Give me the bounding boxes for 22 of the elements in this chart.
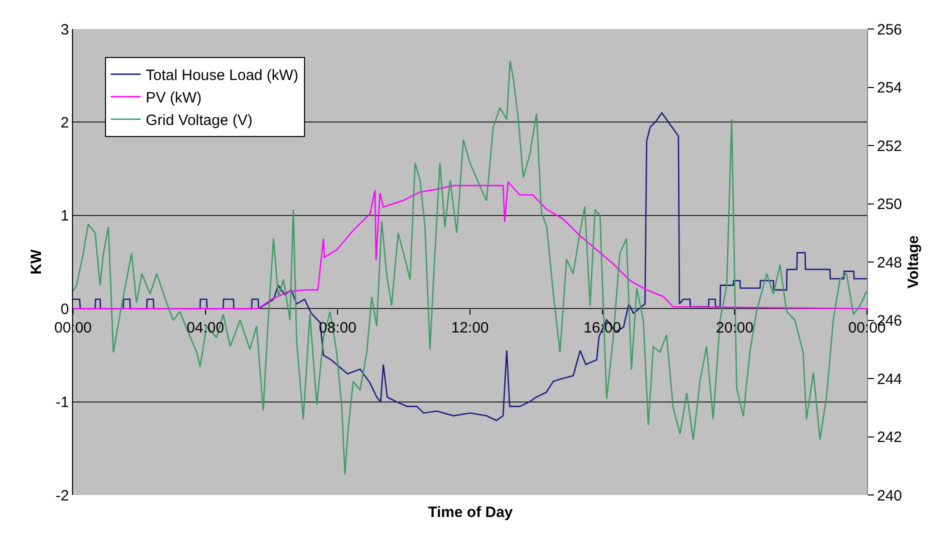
y-tick-label: 1 <box>60 208 69 225</box>
y2-tick-label: 250 <box>877 196 902 213</box>
y-tick-label: 0 <box>60 300 69 318</box>
y2-tick-label: 244 <box>877 370 902 388</box>
y2-tick-label: 242 <box>877 429 902 446</box>
legend-label: Total House Load (kW) <box>146 67 298 84</box>
y-tick-label: -2 <box>56 487 69 504</box>
y-tick-label: 2 <box>60 114 69 132</box>
x-axis-title: Time of Day <box>428 504 514 521</box>
y2-tick-label: 248 <box>877 254 902 272</box>
y-axis-title: KW <box>28 248 45 274</box>
y-tick-label: -1 <box>56 394 69 412</box>
line-series <box>73 181 867 310</box>
legend-label: PV (kW) <box>146 90 202 107</box>
y2-tick-label: 252 <box>877 138 902 155</box>
y2-tick-label: 256 <box>877 21 902 38</box>
y2-tick-label: 254 <box>877 80 902 96</box>
legend-label: Grid Voltage (V) <box>146 112 252 130</box>
x-tick-label: 12:00 <box>451 320 489 337</box>
y-tick-label: 3 <box>60 21 69 38</box>
y2-tick-label: 240 <box>877 487 902 504</box>
y2-axis-title: Voltage <box>905 235 922 289</box>
